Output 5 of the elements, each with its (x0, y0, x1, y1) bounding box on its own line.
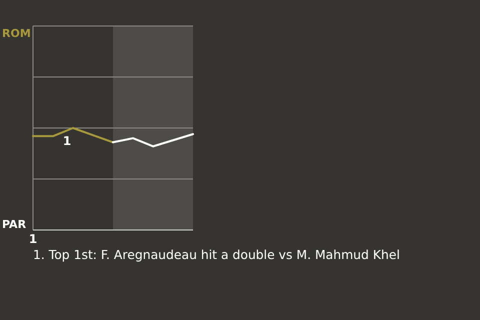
annotation: 1 (62, 134, 72, 148)
text: 1. Top 1st: F. Aregnaudeau hit a double vs M. Mahmud Khel (33, 247, 400, 262)
text: 1 (28, 232, 38, 246)
text: PAR (2, 218, 27, 231)
text: ROM (2, 27, 31, 40)
